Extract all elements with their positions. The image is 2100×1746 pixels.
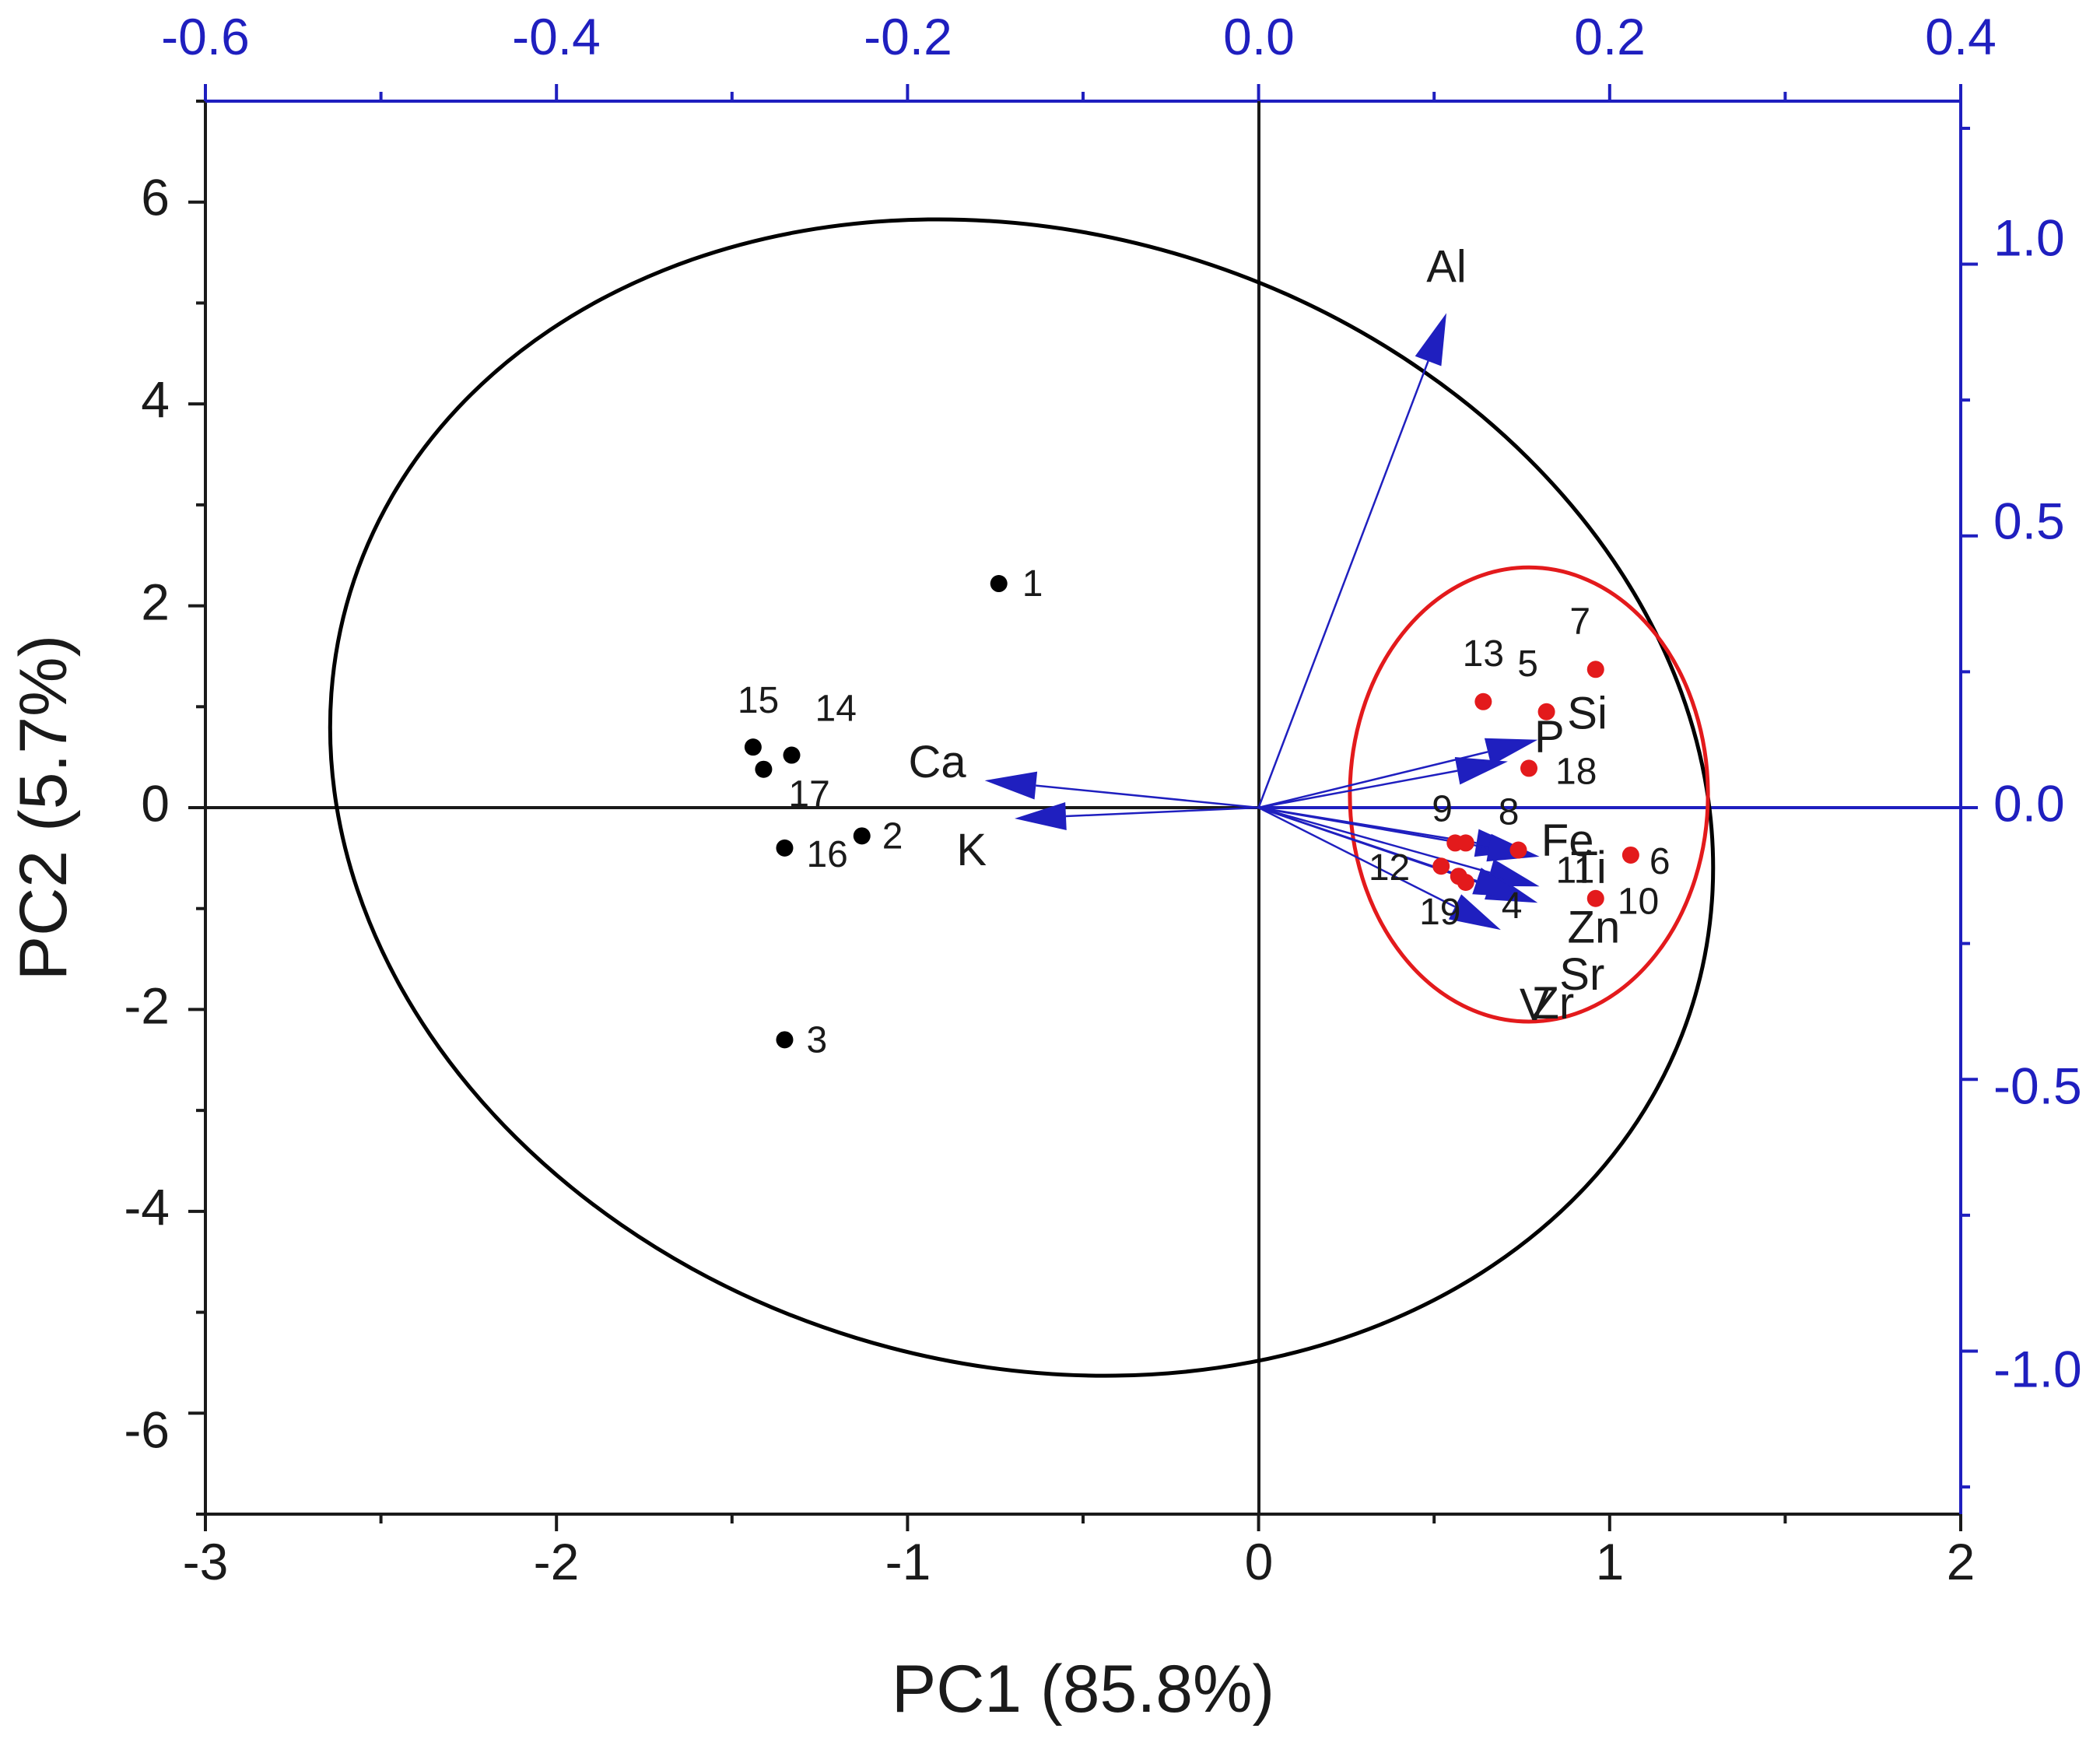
top-tick-label: -0.2 <box>864 8 952 65</box>
loading-arrowhead-K <box>1015 802 1067 831</box>
loading-label-Fe: Fe <box>1541 815 1594 866</box>
y-tick-label: 2 <box>141 573 170 630</box>
x-axis-title: PC1 (85.8%) <box>892 1652 1274 1727</box>
score-point-1 <box>990 575 1008 593</box>
top-tick-label: 0.2 <box>1574 8 1646 65</box>
score-point-label-7: 7 <box>1569 601 1590 642</box>
loading-label-Zn: Zn <box>1568 902 1621 952</box>
loading-label-P: P <box>1534 712 1565 763</box>
y-tick-label: -2 <box>124 976 170 1034</box>
tick-labels: -3 -2 -1 0 1 2 -6 -4 -2 0 2 4 6 -0.6 -0.… <box>124 8 2081 1590</box>
loading-vector-Ca <box>1036 784 1259 809</box>
score-point-label-9: 9 <box>1432 788 1453 829</box>
score-point-10 <box>1586 889 1604 907</box>
score-point-label-6: 6 <box>1649 841 1671 882</box>
right-tick-label: -1.0 <box>1993 1340 2082 1397</box>
score-point-label-2: 2 <box>882 815 903 857</box>
x-tick-label: 1 <box>1596 1533 1625 1590</box>
loading-vector-Zn <box>1258 806 1491 874</box>
score-point-16 <box>776 839 794 857</box>
score-point-label-1: 1 <box>1022 563 1043 605</box>
score-point-label-19: 19 <box>1419 892 1460 933</box>
score-point-3 <box>776 1031 794 1049</box>
score-point-label-14: 14 <box>815 689 857 730</box>
score-point-label-4: 4 <box>1502 885 1523 927</box>
score-point-label-13: 13 <box>1463 633 1504 675</box>
right-tick-label: 0.0 <box>1993 774 2065 832</box>
loading-vector-Al <box>1257 360 1429 808</box>
score-point-6 <box>1621 846 1639 864</box>
x-tick-label: -3 <box>183 1533 229 1590</box>
x-tick-label: 0 <box>1245 1533 1274 1590</box>
score-point-19 <box>1450 868 1467 885</box>
right-tick-label: -0.5 <box>1993 1057 2082 1114</box>
loading-label-V: V <box>1520 980 1550 1030</box>
loading-label-Si: Si <box>1567 689 1607 739</box>
top-tick-label: -0.6 <box>161 8 250 65</box>
score-point-9 <box>1446 834 1464 852</box>
loading-vector-K <box>1065 806 1259 818</box>
confidence-ellipses <box>328 217 1716 1378</box>
score-point-label-8: 8 <box>1499 791 1520 833</box>
y-axis-title: PC2 (5.7%) <box>6 635 81 981</box>
score-point-11 <box>1509 841 1527 859</box>
top-tick-label: 0.4 <box>1925 8 1997 65</box>
score-point-18 <box>1520 759 1538 777</box>
score-point-label-12: 12 <box>1369 847 1410 889</box>
y-tick-label: 6 <box>141 168 170 226</box>
score-point-label-10: 10 <box>1618 882 1659 923</box>
right-tick-label: 1.0 <box>1993 209 2065 266</box>
group-1-ellipse <box>328 217 1716 1378</box>
score-point-17 <box>755 760 773 778</box>
y-tick-label: 0 <box>141 774 170 832</box>
score-point-label-3: 3 <box>806 1019 827 1061</box>
score-point-15 <box>744 738 762 756</box>
y-tick-label: 4 <box>141 370 170 428</box>
score-point-label-5: 5 <box>1517 643 1538 685</box>
axis-ticks <box>188 84 1978 1531</box>
score-point-label-15: 15 <box>738 680 779 721</box>
x-tick-label: -1 <box>885 1533 931 1590</box>
loading-arrowhead-V <box>1448 894 1501 931</box>
score-point-12 <box>1432 857 1450 875</box>
loading-label-Al: Al <box>1426 241 1467 292</box>
loading-vector-P <box>1258 770 1458 809</box>
y-tick-label: -4 <box>124 1178 170 1236</box>
loading-arrowhead-P <box>1454 756 1508 785</box>
score-point-5 <box>1537 703 1555 720</box>
score-point-7 <box>1586 661 1604 678</box>
loading-arrowhead-Al <box>1415 313 1446 366</box>
score-point-14 <box>783 746 801 764</box>
loading-arrowhead-Si <box>1484 738 1538 766</box>
score-point-label-11: 11 <box>1555 850 1594 891</box>
loading-label-K: K <box>956 825 987 875</box>
loading-label-Sr: Sr <box>1559 949 1604 1000</box>
loading-label-Zr: Zr <box>1532 978 1575 1029</box>
loading-vector-V <box>1258 806 1456 908</box>
score-point-label-18: 18 <box>1555 751 1597 792</box>
score-point-2 <box>853 827 871 845</box>
loading-arrowhead-Ca <box>984 771 1038 800</box>
group-2-ellipse <box>1348 565 1710 1024</box>
top-tick-label: -0.4 <box>512 8 601 65</box>
loading-arrowhead-Zr <box>1472 868 1526 898</box>
top-tick-label: 0.0 <box>1223 8 1295 65</box>
score-point-label-17: 17 <box>788 774 829 815</box>
score-point-label-16: 16 <box>806 834 847 875</box>
loading-label-Ti: Ti <box>1571 843 1607 893</box>
y-tick-label: -6 <box>124 1401 170 1458</box>
loading-vector-Si <box>1258 751 1488 809</box>
loading-label-Ca: Ca <box>909 737 967 787</box>
x-tick-label: 2 <box>1947 1533 1976 1590</box>
x-tick-label: -2 <box>534 1533 580 1590</box>
score-point-13 <box>1474 692 1492 710</box>
right-tick-label: 0.5 <box>1993 492 2065 549</box>
